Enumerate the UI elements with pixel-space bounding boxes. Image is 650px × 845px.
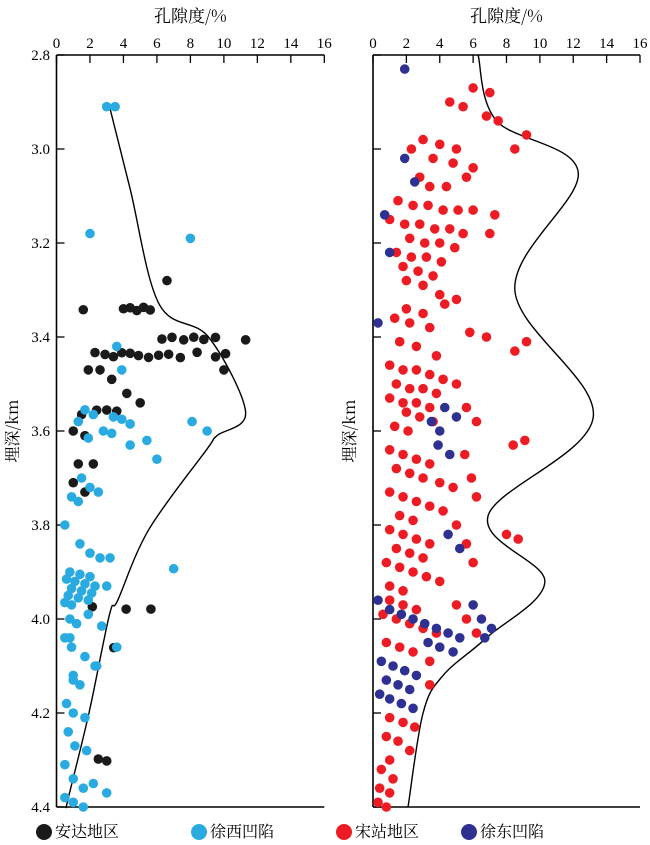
svg-text:2: 2 — [86, 36, 94, 52]
svg-text:3.0: 3.0 — [31, 142, 50, 158]
svg-text:4.2: 4.2 — [31, 706, 50, 722]
svg-text:3.4: 3.4 — [31, 330, 50, 346]
svg-text:2: 2 — [403, 36, 411, 52]
svg-text:徐东凹陷: 徐东凹陷 — [480, 819, 544, 842]
svg-text:8: 8 — [187, 36, 195, 52]
svg-text:10: 10 — [216, 36, 231, 52]
svg-text:宋站地区: 宋站地区 — [355, 819, 419, 842]
svg-text:3.8: 3.8 — [31, 518, 50, 534]
svg-text:0: 0 — [53, 36, 61, 52]
svg-text:4: 4 — [120, 36, 128, 52]
svg-text:4.0: 4.0 — [31, 612, 50, 628]
svg-text:埋深/km: 埋深/km — [0, 399, 23, 462]
svg-text:埋深/km: 埋深/km — [337, 399, 360, 462]
svg-text:安达地区: 安达地区 — [55, 819, 119, 842]
svg-text:4.4: 4.4 — [31, 800, 50, 816]
svg-text:14: 14 — [599, 36, 615, 52]
svg-text:16: 16 — [317, 36, 333, 52]
svg-text:12: 12 — [250, 36, 265, 52]
svg-text:2.8: 2.8 — [31, 48, 50, 64]
svg-text:6: 6 — [153, 36, 161, 52]
svg-text:12: 12 — [566, 36, 581, 52]
svg-text:徐西凹陷: 徐西凹陷 — [210, 819, 274, 842]
svg-text:4: 4 — [436, 36, 444, 52]
svg-text:8: 8 — [503, 36, 511, 52]
svg-text:14: 14 — [283, 36, 299, 52]
svg-text:孔隙度/%: 孔隙度/% — [470, 2, 543, 27]
svg-text:孔隙度/%: 孔隙度/% — [154, 2, 227, 27]
svg-text:10: 10 — [532, 36, 547, 52]
svg-text:16: 16 — [633, 36, 649, 52]
svg-text:3.6: 3.6 — [31, 424, 50, 440]
svg-text:0: 0 — [369, 36, 377, 52]
svg-text:6: 6 — [469, 36, 477, 52]
svg-text:3.2: 3.2 — [31, 236, 50, 252]
